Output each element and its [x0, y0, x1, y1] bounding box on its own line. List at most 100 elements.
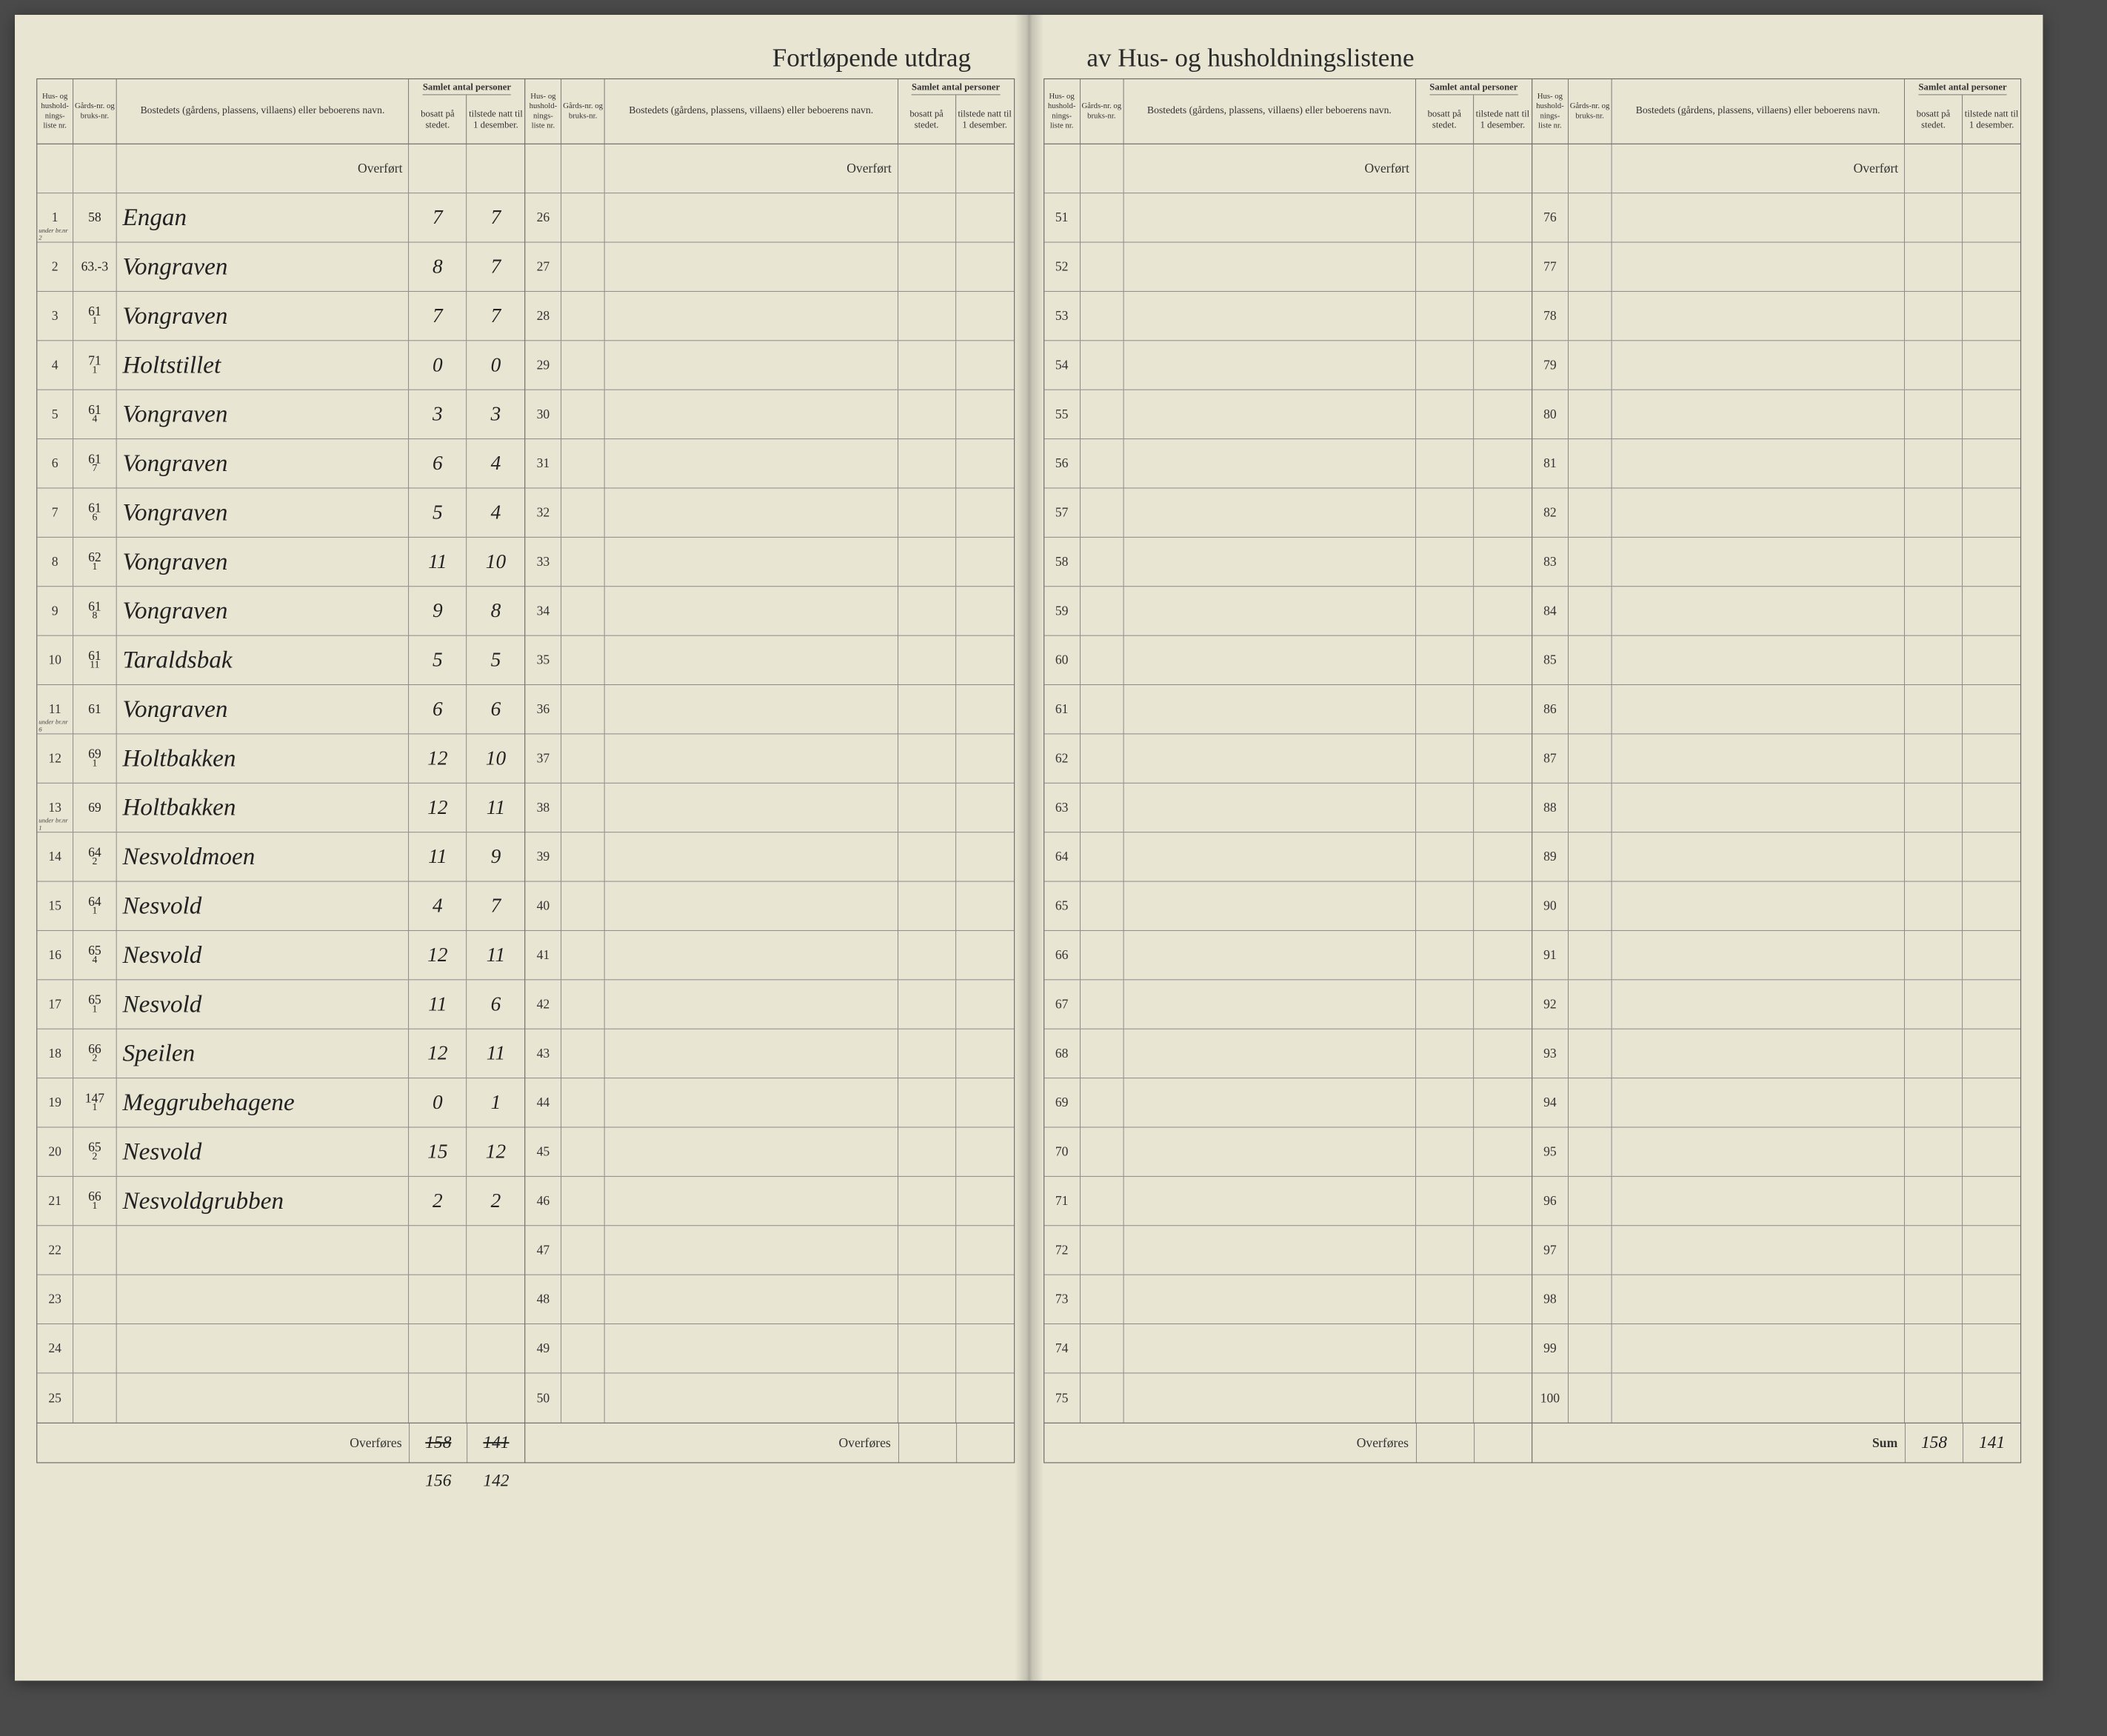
row-tilstede [956, 292, 1014, 340]
row-name [1612, 193, 1905, 241]
row-name [1123, 1078, 1416, 1126]
row-bosatt [1905, 390, 1963, 438]
row-gards [561, 390, 605, 438]
row-bosatt [1905, 1226, 1963, 1274]
row-bosatt [1416, 488, 1474, 536]
row-name [1123, 1275, 1416, 1323]
row-gards: 616 [73, 488, 117, 536]
row-name [1123, 292, 1416, 340]
footer-tilstede: 141 142 [467, 1423, 524, 1463]
row-bosatt [1905, 685, 1963, 733]
row-name [1123, 980, 1416, 1028]
row-bosatt [1905, 1029, 1963, 1078]
row-nr: 15 [37, 882, 73, 930]
row-gards [1569, 1029, 1612, 1078]
row-tilstede: 5 [467, 636, 524, 684]
row-gards [73, 1226, 117, 1274]
table-row: 16 654 Nesvold 12 11 [37, 931, 524, 980]
row-gards: 617 [73, 439, 117, 487]
row-nr: 22 [37, 1226, 73, 1274]
table-row: 39 [525, 832, 1013, 881]
row-tilstede [1474, 1275, 1532, 1323]
row-name [605, 538, 898, 586]
row-bosatt [1416, 1275, 1474, 1323]
row-bosatt [898, 1029, 956, 1078]
table-row: 37 [525, 734, 1013, 783]
table-row: 31 [525, 439, 1013, 488]
row-name [1612, 882, 1905, 930]
row-bosatt [1905, 1373, 1963, 1422]
row-tilstede [1474, 685, 1532, 733]
table-row: 78 [1532, 292, 2020, 341]
row-tilstede [1474, 341, 1532, 389]
row-bosatt [898, 636, 956, 684]
row-nr: 87 [1532, 734, 1569, 782]
row-bosatt [1416, 931, 1474, 979]
row-gards [1081, 1078, 1124, 1126]
row-gards [1081, 832, 1124, 881]
table-row: 52 [1044, 243, 1532, 292]
row-nr: 46 [525, 1177, 561, 1225]
row-bosatt: 3 [409, 390, 467, 438]
row-name [1123, 1177, 1416, 1225]
row-tilstede [956, 243, 1014, 291]
row-gards: 614 [73, 390, 117, 438]
column-block-4: Hus- og hushold-nings-liste nr. Gårds-nr… [1532, 79, 2020, 1463]
row-tilstede: 0 [467, 341, 524, 389]
row-tilstede [1474, 882, 1532, 930]
row-gards [1081, 784, 1124, 832]
header-bosatt: bosatt på stedet. [1905, 95, 1963, 143]
row-nr: 34 [525, 587, 561, 635]
row-tilstede [1963, 1029, 2020, 1078]
row-bosatt [898, 1177, 956, 1225]
row-bosatt [1905, 636, 1963, 684]
table-row: 35 [525, 636, 1013, 685]
header-samlet: Samlet antal personer bosatt på stedet. … [1416, 79, 1532, 144]
row-tilstede [1474, 488, 1532, 536]
row-tilstede: 7 [467, 292, 524, 340]
header-tilstede: tilstede natt til 1 desember. [956, 95, 1014, 143]
row-bosatt [898, 1324, 956, 1372]
overfort-row: Overført [525, 144, 1013, 193]
row-gards [1081, 390, 1124, 438]
row-nr: 61 [1044, 685, 1081, 733]
row-name [1612, 980, 1905, 1028]
table-row: 8 621 Vongraven 11 10 [37, 538, 524, 587]
row-name [1612, 1226, 1905, 1274]
header-tilstede: tilstede natt til 1 desember. [1474, 95, 1532, 143]
row-name [1612, 390, 1905, 438]
row-tilstede [1963, 980, 2020, 1028]
row-nr: 77 [1532, 243, 1569, 291]
row-bosatt: 0 [409, 1078, 467, 1126]
row-tilstede [956, 1373, 1014, 1422]
header-gards: Gårds-nr. og bruks-nr. [561, 79, 605, 144]
row-gards [561, 832, 605, 881]
row-tilstede [1474, 734, 1532, 782]
row-name [1612, 784, 1905, 832]
table-row: 79 [1532, 341, 2020, 390]
row-nr: 96 [1532, 1177, 1569, 1225]
row-name [1612, 734, 1905, 782]
table-row: 32 [525, 488, 1013, 537]
row-nr: 98 [1532, 1275, 1569, 1323]
row-nr: 80 [1532, 390, 1569, 438]
row-tilstede [1963, 538, 2020, 586]
row-nr: 24 [37, 1324, 73, 1372]
row-bosatt: 9 [409, 587, 467, 635]
row-bosatt [1905, 734, 1963, 782]
row-nr: 18 [37, 1029, 73, 1078]
row-gards [1081, 636, 1124, 684]
row-nr: 44 [525, 1078, 561, 1126]
row-bosatt [1416, 784, 1474, 832]
row-tilstede: 11 [467, 1029, 524, 1078]
row-bosatt [1905, 488, 1963, 536]
row-nr: 30 [525, 390, 561, 438]
row-name [605, 1324, 898, 1372]
table-row: 22 [37, 1226, 524, 1275]
row-nr: 63 [1044, 784, 1081, 832]
row-nr: 95 [1532, 1127, 1569, 1175]
row-gards [561, 439, 605, 487]
row-bosatt [898, 439, 956, 487]
row-tilstede: 9 [467, 832, 524, 881]
footer-row-2: Overføres [525, 1423, 1013, 1463]
